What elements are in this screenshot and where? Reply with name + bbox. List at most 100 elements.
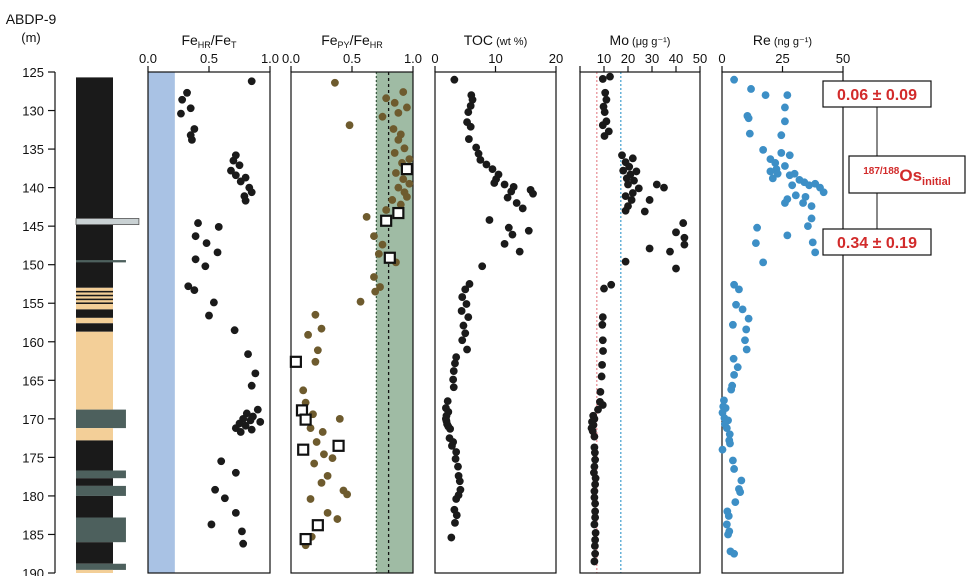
data-point <box>790 169 799 178</box>
data-point <box>724 512 733 520</box>
annotation-top-value: 0.06 ± 0.09 <box>837 87 917 104</box>
data-point <box>804 222 812 231</box>
data-point <box>256 418 265 426</box>
x-tick-label: 30 <box>645 51 659 66</box>
data-point <box>464 313 473 322</box>
data-point <box>591 549 600 558</box>
data-point <box>591 474 600 483</box>
data-point <box>742 345 751 354</box>
data-point <box>231 171 240 180</box>
data-point <box>590 520 599 529</box>
data-point <box>247 381 256 390</box>
data-point <box>374 250 383 258</box>
data-point <box>503 193 512 202</box>
data-point <box>590 493 599 502</box>
data-point <box>451 519 459 527</box>
data-point <box>508 230 517 239</box>
data-point <box>390 149 399 157</box>
data-point <box>443 397 452 406</box>
depth-tick-label: 125 <box>22 65 44 80</box>
lithology-unit-tan <box>76 569 113 573</box>
data-square <box>392 206 405 220</box>
data-point <box>768 174 777 183</box>
data-point <box>680 233 689 242</box>
data-square <box>311 519 324 532</box>
data-point <box>304 330 312 339</box>
data-point <box>451 455 460 463</box>
os-label-subscript: initial <box>922 176 951 188</box>
annotation-os-box <box>848 155 966 194</box>
data-point <box>781 117 789 126</box>
data-point <box>791 191 800 200</box>
data-point <box>590 432 599 441</box>
data-point <box>730 75 738 84</box>
panel-title-subscript-2: T <box>231 40 237 50</box>
lithology-column <box>75 77 140 573</box>
annotation-bottom-value: 0.34 ± 0.19 <box>837 235 917 252</box>
data-point <box>449 383 458 392</box>
data-point <box>376 283 384 291</box>
data-point <box>628 189 637 197</box>
data-point <box>598 313 607 322</box>
data-point <box>323 508 332 517</box>
data-point <box>378 240 387 249</box>
data-point <box>230 326 239 335</box>
data-point <box>591 499 600 508</box>
panel-toc: 0 10 20 TOC (wt %) <box>431 32 563 574</box>
data-point <box>737 476 746 485</box>
lithology-unit-tan <box>76 428 113 441</box>
data-square <box>289 355 302 368</box>
data-point <box>744 114 753 123</box>
data-point <box>742 325 751 334</box>
data-point <box>781 199 789 207</box>
data-point <box>323 471 332 480</box>
data-point <box>370 273 378 281</box>
data-point <box>777 149 786 157</box>
data-point <box>781 103 789 112</box>
data-point <box>220 494 229 503</box>
data-point <box>236 177 245 186</box>
data-point <box>598 75 607 83</box>
panel-shaded-zone <box>148 72 175 573</box>
data-point <box>229 156 238 165</box>
lithology-unit-dark <box>76 478 113 486</box>
data-point <box>730 371 738 379</box>
data-point <box>186 104 195 113</box>
data-point <box>313 346 322 355</box>
data-point <box>183 88 191 97</box>
panel-title-subscript: PY <box>338 40 350 50</box>
panel-title-unit: (ng g⁻¹) <box>771 36 812 48</box>
lithology-unit-dark <box>76 323 113 332</box>
data-point <box>500 239 509 248</box>
data-point <box>247 188 256 197</box>
depth-tick-label: 165 <box>22 373 44 388</box>
data-point <box>518 204 527 213</box>
data-point <box>625 162 634 171</box>
data-point <box>389 125 398 133</box>
data-point <box>785 151 794 160</box>
data-point <box>628 154 637 163</box>
data-point <box>736 488 745 496</box>
data-point <box>452 511 461 520</box>
x-tick-label: 10 <box>488 51 502 66</box>
data-point <box>463 345 471 354</box>
data-point <box>476 155 485 164</box>
data-point <box>747 85 755 93</box>
data-point <box>310 459 319 468</box>
data-point <box>766 167 775 176</box>
data-point <box>724 530 732 539</box>
panel-frame <box>721 71 844 574</box>
depth-tick-label: 135 <box>22 142 44 157</box>
data-point <box>388 196 397 204</box>
data-point <box>725 430 734 439</box>
lithology-unit-dark <box>76 298 113 301</box>
lithology-unit-dark <box>76 302 113 305</box>
data-point <box>211 485 220 494</box>
data-point <box>306 424 315 432</box>
data-point <box>244 350 252 359</box>
data-point <box>598 121 607 130</box>
data-point <box>394 135 403 144</box>
panel-title: TOC (wt %) <box>464 32 528 48</box>
data-point <box>621 192 630 200</box>
data-square <box>297 443 310 456</box>
